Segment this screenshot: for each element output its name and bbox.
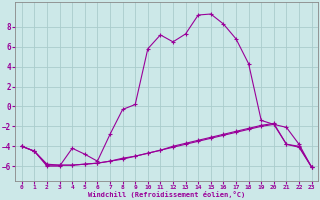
X-axis label: Windchill (Refroidissement éolien,°C): Windchill (Refroidissement éolien,°C) (88, 191, 245, 198)
